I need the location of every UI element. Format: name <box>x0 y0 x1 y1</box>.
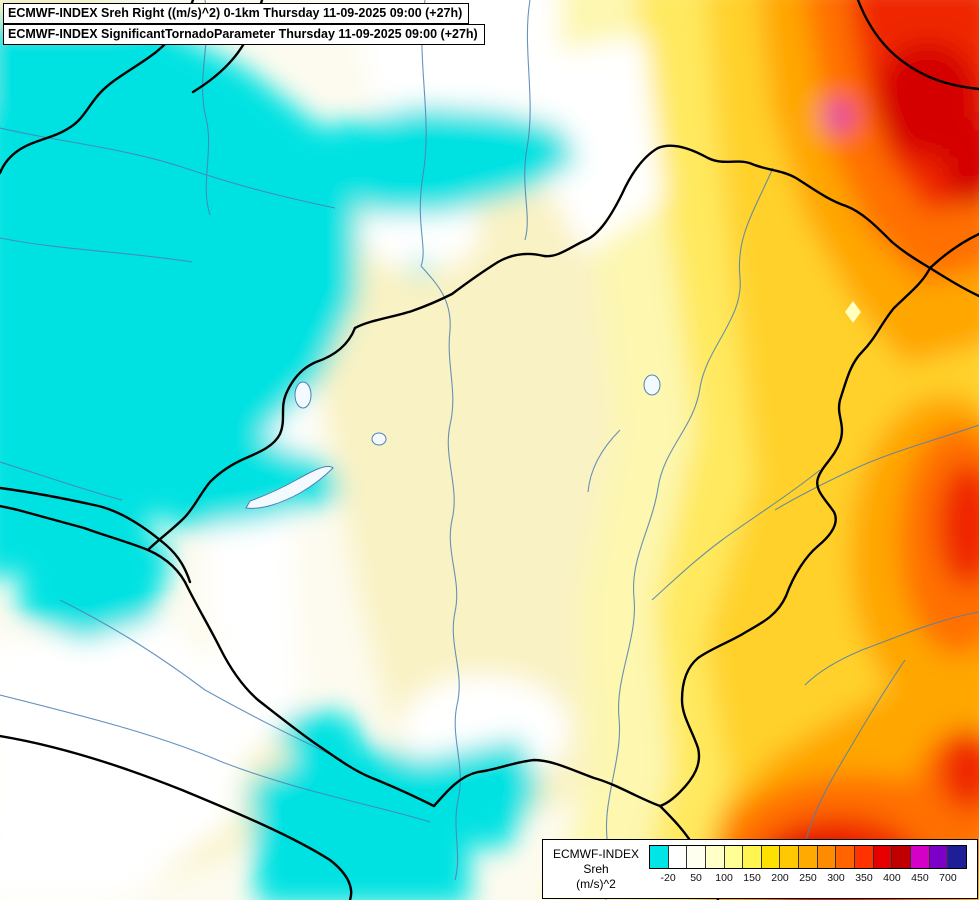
legend-color-cell <box>836 846 856 868</box>
legend-color-cell <box>948 846 966 868</box>
legend-subtitle: Sreh <box>583 861 609 876</box>
legend-tick-label: 50 <box>690 872 702 884</box>
legend-tick-label: 150 <box>743 872 761 884</box>
legend-color-cell <box>817 846 837 868</box>
lakes-layer <box>245 374 661 509</box>
legend-tick-label: 400 <box>883 872 901 884</box>
legend-color-cell <box>855 846 874 868</box>
legend-color-cell <box>892 846 911 868</box>
legend-color-cell <box>724 846 744 868</box>
legend-color-cell <box>799 846 818 868</box>
map-title-secondary: ECMWF-INDEX SignificantTornadoParameter … <box>3 24 485 45</box>
legend-tick-label: 450 <box>911 872 929 884</box>
magenta-max-core <box>824 102 852 130</box>
map-title-primary-text: ECMWF-INDEX Sreh Right ((m/s)^2) 0-1km T… <box>8 6 463 20</box>
legend-color-cell <box>743 846 762 868</box>
legend-title: ECMWF-INDEX <box>553 846 639 861</box>
legend-color-cell <box>761 846 781 868</box>
legend-tick-label: 100 <box>715 872 733 884</box>
legend: ECMWF-INDEX Sreh (m/s)^2 -20 50 100 150 200 2… <box>542 839 978 899</box>
legend-colorbar <box>649 845 967 869</box>
legend-color-cell <box>668 846 688 868</box>
legend-color-cell <box>910 846 930 868</box>
lake-balaton <box>245 465 334 509</box>
legend-text-block: ECMWF-INDEX Sreh (m/s)^2 <box>543 847 649 892</box>
legend-color-cell <box>650 846 669 868</box>
legend-tick-label: 700 <box>939 872 957 884</box>
map-title-primary: ECMWF-INDEX Sreh Right ((m/s)^2) 0-1km T… <box>3 3 470 24</box>
legend-color-cell <box>705 846 725 868</box>
legend-bar-wrap: -20 50 100 150 200 250 300 350 400 450 700 <box>649 840 967 898</box>
legend-tick-label: -20 <box>660 872 676 884</box>
legend-color-cell <box>687 846 706 868</box>
legend-tick-label: 300 <box>827 872 845 884</box>
legend-tick-label: 350 <box>855 872 873 884</box>
legend-ticks: -20 50 100 150 200 250 300 350 400 450 700 <box>649 869 967 886</box>
pale-spot <box>845 301 861 323</box>
legend-color-cell <box>929 846 949 868</box>
legend-tick-label: 250 <box>799 872 817 884</box>
legend-tick-label: 200 <box>771 872 789 884</box>
legend-color-cell <box>780 846 800 868</box>
map-title-secondary-text: ECMWF-INDEX SignificantTornadoParameter … <box>8 27 478 41</box>
legend-units: (m/s)^2 <box>576 876 616 891</box>
legend-color-cell <box>873 846 893 868</box>
